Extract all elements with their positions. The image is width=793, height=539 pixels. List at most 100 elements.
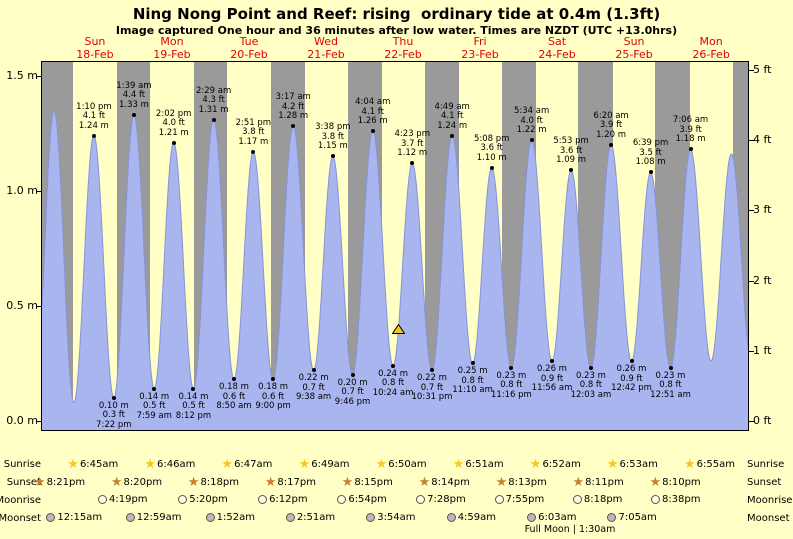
annotation-line: 4:49 am (434, 101, 470, 112)
sunrise-event: ★ 6:47am (221, 458, 272, 471)
astro-label-right-moonrise: Moonrise (747, 495, 793, 506)
annotation-line: 3.8 ft (321, 131, 345, 142)
astro-time: 7:05am (618, 512, 657, 523)
moonset-event: 2:51am (285, 512, 335, 523)
left-axis-tick-label: 0.0 m (6, 413, 38, 427)
annotation-line: 1.28 m (278, 111, 309, 122)
annotation-line: 3.6 ft (480, 143, 503, 154)
annotation-line: 3:17 am (275, 92, 311, 103)
annotation-line: 0.22 m (416, 373, 447, 384)
high-tide-annotation: 1:10 pm 4.1 ft 1.24 m (59, 102, 129, 132)
astro-row-sunrise: Sunrise ★ 6:45am ★ 6:46am ★ 6:47am ★ 6:49am ★ 6:50… (0, 458, 793, 472)
tide-extreme-dot (550, 359, 555, 363)
sunset-event: ★ 8:20pm (111, 476, 162, 489)
sunset-event: ★ 8:21pm (34, 476, 85, 489)
low-tide-annotation: 0.25 m 0.8 ft 11:10 am (438, 367, 508, 396)
low-tide-annotation: 0.18 m 0.6 ft 9:00 pm (238, 383, 308, 412)
sunset-star-icon: ★ (110, 475, 123, 490)
low-tide-annotation: 0.26 m 0.9 ft 11:56 am (517, 364, 587, 394)
annotation-line: 1:39 am (116, 80, 152, 91)
astro-time: 6:53am (619, 459, 658, 470)
tide-extreme-dot (311, 368, 316, 373)
astro-time: 3:54am (377, 512, 416, 523)
annotation-line: 1.24 m (78, 120, 109, 131)
annotation-line: 0.23 m (655, 370, 686, 381)
day-date: 19-Feb (153, 47, 191, 61)
annotation-line: 9:46 pm (334, 396, 371, 407)
tide-extreme-dot (211, 117, 216, 122)
high-tide-annotation: 4:49 am 4.1 ft 1.24 m (417, 101, 487, 132)
annotation-line: 9:00 pm (255, 401, 291, 412)
tide-area (42, 110, 748, 430)
annotation-line: 5:08 pm (473, 133, 510, 144)
moonset-moon-icon (285, 513, 295, 522)
annotation-line: 0.8 ft (500, 380, 523, 391)
annotation-line: 0.23 m (496, 370, 527, 381)
left-axis-tick-label: 0.5 m (6, 298, 38, 312)
current-tide-marker (391, 323, 405, 334)
tide-extreme-dot (588, 365, 593, 370)
right-tick-mark (748, 210, 754, 212)
tide-extreme-dot (291, 124, 296, 129)
right-axis-tick-label: 3 ft (753, 203, 772, 217)
astro-time: 8:18pm (200, 477, 239, 488)
day-label: Sun 18-Feb (57, 35, 133, 61)
moonrise-moon-icon (494, 495, 504, 504)
astro-time: 6:03am (538, 512, 577, 523)
moonset-moon-icon (607, 513, 617, 522)
annotation-line: 0.6 ft (261, 391, 285, 402)
sunrise-event: ★ 6:53am (607, 458, 658, 471)
day-name: Fri (473, 35, 487, 48)
annotation-line: 0.23 m (575, 370, 606, 381)
annotation-line: 4.4 ft (122, 90, 146, 101)
moonset-event: 6:03am (527, 512, 576, 523)
high-tide-annotation: 2:51 pm 3.8 ft 1.17 m (218, 118, 288, 148)
low-tide-annotation: 0.22 m 0.7 ft 9:38 am (279, 374, 349, 403)
moonrise-moon-icon (572, 495, 582, 504)
sunset-star-icon: ★ (572, 475, 585, 490)
annotation-line: 0.9 ft (540, 373, 564, 384)
sunset-event: ★ 8:18pm (188, 476, 239, 489)
current-tide-triangle-icon (391, 323, 405, 334)
astro-time: 8:10pm (662, 477, 701, 488)
astro-time: 8:21pm (46, 477, 86, 488)
annotation-line: 0.8 ft (461, 375, 484, 386)
right-axis-tick-label: 0 ft (753, 413, 772, 427)
left-tick-mark (36, 305, 42, 307)
moonset-moon-icon (527, 513, 537, 522)
day-date: 26-Feb (692, 47, 730, 61)
moonrise-moon-icon (650, 495, 660, 504)
annotation-line: 7:22 pm (96, 419, 132, 430)
astro-time: 6:45am (79, 459, 119, 470)
right-tick-mark (748, 70, 754, 72)
astro-time: 8:20pm (123, 477, 163, 488)
tide-extreme-dot (410, 161, 415, 166)
annotation-line: 4.0 ft (520, 115, 543, 126)
full-moon-note: Full Moon | 1:30am (524, 524, 616, 535)
moonset-event: 7:05am (607, 512, 657, 523)
day-label: Mon 19-Feb (134, 35, 210, 61)
tide-extreme-dot (688, 147, 693, 152)
left-axis-tick-label: 1.5 m (6, 68, 38, 82)
annotation-line: 5:34 am (513, 106, 550, 117)
tide-extreme-dot (330, 154, 335, 159)
astro-time: 8:17pm (277, 477, 316, 488)
tide-extreme-dot (370, 129, 375, 133)
day-label: Fri 23-Feb (442, 35, 518, 61)
moonrise-event: 8:18pm (572, 494, 622, 505)
annotation-line: 3.5 ft (639, 147, 662, 158)
annotation-line: 12:51 am (650, 389, 691, 400)
moonset-event: 12:15am (46, 512, 102, 523)
annotation-line: 0.25 m (457, 366, 488, 377)
day-name: Sun (623, 35, 645, 48)
low-tide-annotation: 0.23 m 0.8 ft 12:03 am (556, 370, 626, 401)
annotation-line: 8:50 am (216, 401, 252, 412)
astro-time: 8:13pm (508, 477, 547, 488)
day-date: 24-Feb (538, 47, 576, 61)
annotation-line: 12:03 am (570, 389, 612, 400)
astro-time: 6:49am (311, 459, 350, 470)
sunrise-event: ★ 6:55am (684, 458, 735, 471)
annotation-line: 4:04 am (355, 97, 391, 107)
annotation-line: 1.26 m (357, 116, 388, 126)
tide-extreme-dot (152, 386, 157, 391)
